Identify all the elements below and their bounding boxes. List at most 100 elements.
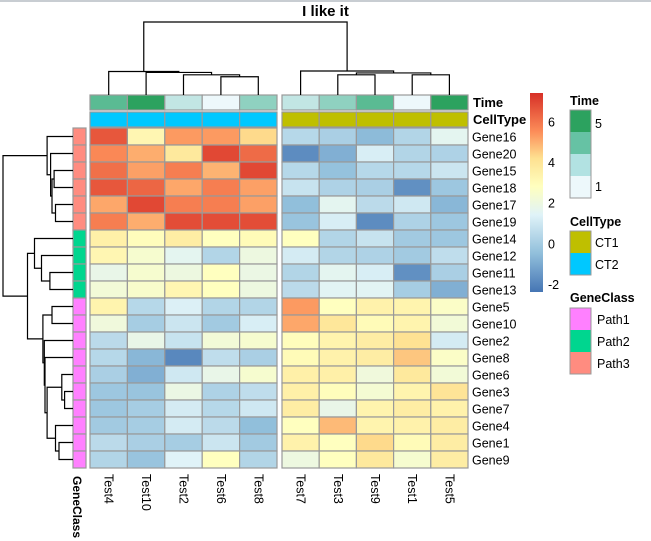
heatmap-cell [393, 127, 432, 146]
heatmap-cell [393, 399, 432, 418]
heatmap-cell [281, 280, 320, 299]
heatmap-cell [239, 263, 278, 282]
heatmap-cell [393, 348, 432, 367]
heatmap-cell [89, 433, 129, 452]
legend-swatch-celltype [570, 231, 591, 253]
heatmap-cell [393, 297, 432, 316]
heatmap-cell [164, 297, 203, 316]
heatmap-cell [355, 229, 395, 248]
heatmap-cell [281, 399, 320, 418]
heatmap-cell [281, 246, 320, 265]
heatmap-cell [355, 178, 395, 197]
row-annotation-cell [72, 212, 87, 231]
heatmap-cell [355, 297, 395, 316]
heatmap-cell [318, 178, 358, 197]
row-label: Gene15 [472, 165, 517, 179]
heatmap-cell [239, 297, 278, 316]
heatmap-cell [201, 229, 241, 248]
heatmap-cell [318, 450, 358, 469]
column-annotation-cell-time [318, 94, 358, 111]
row-label: Gene20 [472, 148, 517, 162]
heatmap-cell [318, 229, 358, 248]
column-dendrogram-branch [145, 71, 213, 95]
heatmap-cell [89, 212, 129, 231]
heatmap-cell [318, 382, 358, 401]
heatmap-cell [318, 195, 358, 214]
heatmap-cell [126, 144, 166, 163]
row-label: Gene18 [472, 182, 517, 196]
heatmap-cell [393, 331, 432, 350]
heatmap-cell [355, 450, 395, 469]
column-dendrogram-branch [108, 70, 180, 95]
column-annotation-label: Time [473, 95, 503, 110]
row-label: Gene9 [472, 454, 510, 468]
heatmap-cell [239, 416, 278, 435]
heatmap-cell [201, 280, 241, 299]
column-dendrogram-branch [337, 74, 376, 95]
row-label: Gene10 [472, 318, 517, 332]
heatmap-cell [201, 399, 241, 418]
heatmap-cell [239, 127, 278, 146]
heatmap-cell [318, 348, 358, 367]
legend-swatch-geneclass [570, 330, 591, 352]
row-label: Gene3 [472, 386, 510, 400]
legend-label-celltype: CT1 [595, 236, 619, 250]
heatmap-cell [355, 331, 395, 350]
column-annotation-cell-time [393, 94, 432, 111]
heatmap-cell [201, 382, 241, 401]
legend-swatch-time [570, 176, 591, 198]
heatmap-cell [201, 161, 241, 180]
heatmap-cell [430, 212, 469, 231]
legend-title-time: Time [570, 94, 599, 108]
heatmap-cell [239, 212, 278, 231]
heatmap-cell [126, 382, 166, 401]
heatmap-cell [164, 433, 203, 452]
row-annotation-cell [72, 280, 87, 299]
heatmap-cell [393, 433, 432, 452]
heatmap-cell [239, 450, 278, 469]
row-dendrogram-branch [53, 169, 73, 189]
heatmap-cell [89, 127, 129, 146]
legend-swatch-time [570, 110, 591, 132]
heatmap-cell [355, 127, 395, 146]
heatmap-cell [393, 280, 432, 299]
heatmap-cell [89, 297, 129, 316]
heatmap-cell [318, 331, 358, 350]
heatmap-cell [126, 161, 166, 180]
heatmap-cell [281, 382, 320, 401]
heatmap-cell [164, 314, 203, 333]
heatmap-cell [164, 331, 203, 350]
heatmap-cell [355, 314, 395, 333]
heatmap-cell [89, 348, 129, 367]
heatmap-cell [201, 450, 241, 469]
column-annotation-cell-time [281, 94, 320, 111]
column-label: Test7 [294, 474, 308, 504]
column-annotation-label: CellType [473, 112, 526, 127]
heatmap-cell [201, 433, 241, 452]
colorbar [530, 93, 543, 292]
heatmap-cell [126, 297, 166, 316]
heatmap-cell [281, 365, 320, 384]
heatmap-cell [318, 280, 358, 299]
heatmap-cell [430, 263, 469, 282]
column-annotation-cell-time [164, 94, 203, 111]
heatmap-cell [164, 229, 203, 248]
legend-box-time [569, 109, 592, 199]
row-annotation-cell [72, 348, 87, 367]
heatmap-cell [355, 399, 395, 418]
row-annotation-cell [72, 263, 87, 282]
heatmap-cell [318, 399, 358, 418]
heatmap-cell [201, 178, 241, 197]
heatmap-cell [164, 195, 203, 214]
heatmap-cell [201, 212, 241, 231]
heatmap-cell [393, 314, 432, 333]
heatmap-cell [393, 365, 432, 384]
heatmap-cell [281, 433, 320, 452]
heatmap-cell [318, 297, 358, 316]
heatmap-cell [355, 195, 395, 214]
colorbar-tick-label: 0 [548, 237, 555, 251]
column-annotation-cell-celltype [393, 111, 432, 128]
row-annotation-cell [72, 416, 87, 435]
legend-swatch-celltype [570, 253, 591, 275]
heatmap-cell [89, 416, 129, 435]
